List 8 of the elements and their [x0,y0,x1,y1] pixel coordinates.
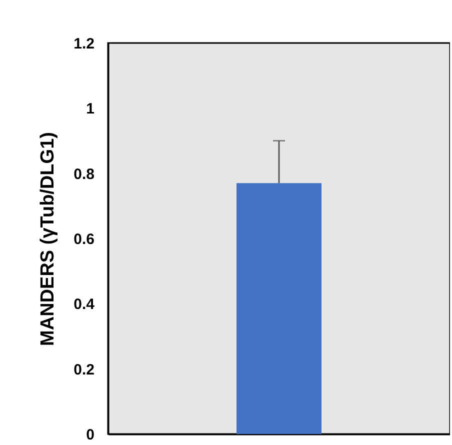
y-tick-label: 0 [86,426,94,444]
y-axis-title: MANDERS (γTub/DLG1) [38,132,59,346]
y-tick-label: 0.2 [74,361,94,378]
y-tick-label: 0.4 [74,296,96,314]
y-tick-label: 1.2 [74,36,94,52]
y-tick-label: 0.6 [74,231,94,248]
y-tick-label: 1 [86,100,94,118]
y-tick-label: 0.8 [74,166,94,183]
